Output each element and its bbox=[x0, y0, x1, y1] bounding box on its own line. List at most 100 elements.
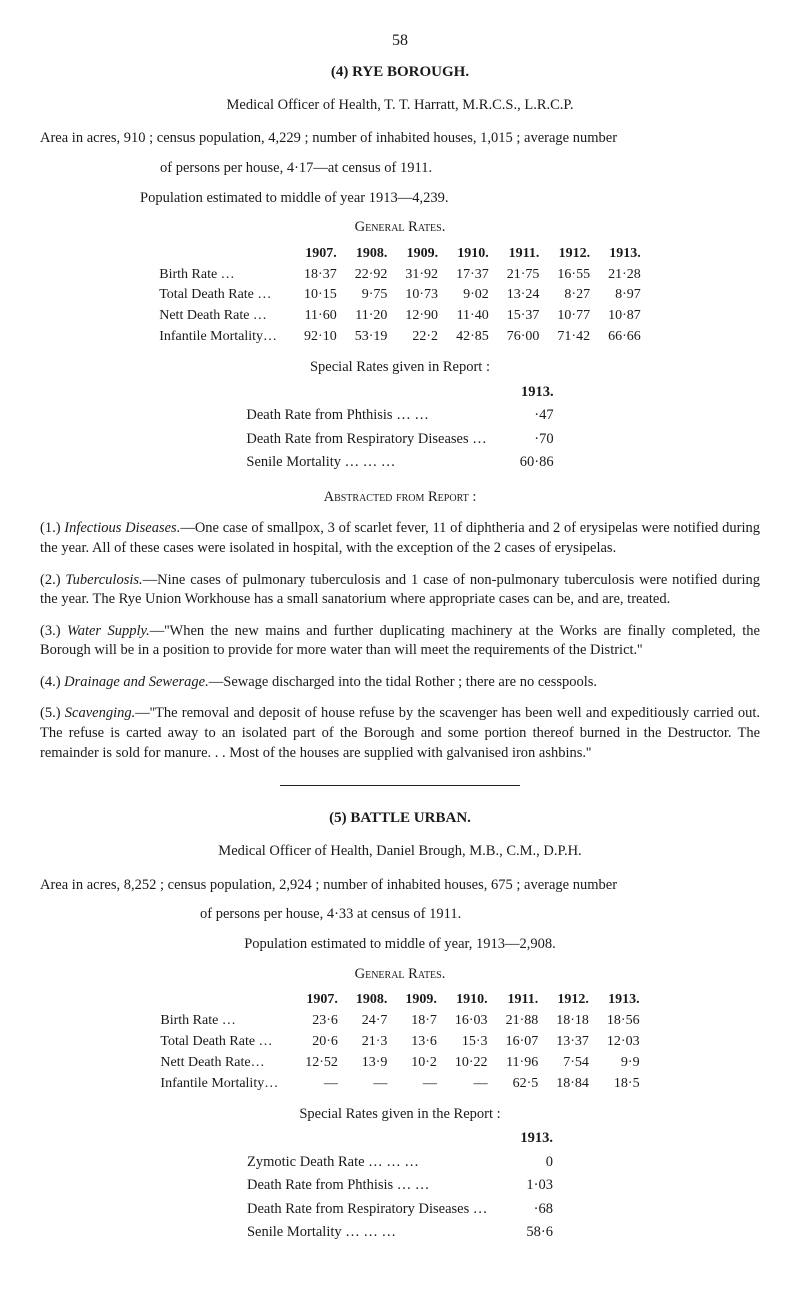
para-body: —''The removal and deposit of house refu… bbox=[40, 705, 760, 760]
cell: 18·5 bbox=[598, 1074, 649, 1095]
special-year: 1913. bbox=[490, 1128, 554, 1150]
year-col: 1910. bbox=[446, 990, 497, 1011]
cell: ·47 bbox=[490, 405, 555, 427]
cell: 66·66 bbox=[599, 327, 650, 348]
battle-rates-header: 1907. 1908. 1909. 1910. 1911. 1912. 1913… bbox=[151, 990, 648, 1011]
cell: ·70 bbox=[490, 429, 555, 451]
cell: 18·7 bbox=[396, 1011, 446, 1032]
cell: 9·75 bbox=[346, 285, 397, 306]
cell: 8·27 bbox=[548, 285, 599, 306]
cell: 18·18 bbox=[547, 1011, 598, 1032]
row-label: Total Death Rate … bbox=[150, 285, 295, 306]
cell: 18·84 bbox=[547, 1074, 598, 1095]
cell: 12·90 bbox=[396, 306, 447, 327]
year-col: 1910. bbox=[447, 244, 498, 265]
rye-special-title: Special Rates given in Report : bbox=[190, 358, 610, 378]
table-row: Zymotic Death Rate … … …0 bbox=[246, 1152, 554, 1174]
para-num: (1.) bbox=[40, 519, 61, 539]
cell: 13·24 bbox=[498, 285, 549, 306]
row-label: Senile Mortality … … … bbox=[246, 1222, 488, 1244]
cell: 10·77 bbox=[548, 306, 599, 327]
cell: 10·22 bbox=[446, 1053, 497, 1074]
cell: 16·07 bbox=[497, 1032, 548, 1053]
year-col: 1912. bbox=[548, 244, 599, 265]
rye-intro-1: Area in acres, 910 ; census population, … bbox=[40, 129, 760, 149]
table-row: Death Rate from Respiratory Diseases …·7… bbox=[245, 429, 554, 451]
cell: ·68 bbox=[490, 1199, 554, 1221]
battle-title: (5) BATTLE URBAN. bbox=[40, 808, 760, 828]
table-row: Death Rate from Respiratory Diseases …·6… bbox=[246, 1199, 554, 1221]
cell: 15·37 bbox=[498, 306, 549, 327]
battle-special-table: 1913. Zymotic Death Rate … … …0 Death Ra… bbox=[244, 1126, 556, 1246]
cell: — bbox=[446, 1074, 497, 1095]
para-1: (1.) Infectious Diseases.—One case of sm… bbox=[40, 519, 760, 558]
cell: 13·6 bbox=[396, 1032, 446, 1053]
table-row: Nett Death Rate…12·5213·910·210·2211·967… bbox=[151, 1053, 648, 1074]
cell: 18·37 bbox=[295, 265, 346, 286]
para-term: Tuberculosis. bbox=[65, 572, 142, 588]
para-num: (2.) bbox=[40, 571, 61, 591]
cell: 18·56 bbox=[598, 1011, 649, 1032]
year-col: 1913. bbox=[599, 244, 650, 265]
year-col: 1908. bbox=[346, 244, 397, 265]
row-label: Birth Rate … bbox=[151, 1011, 296, 1032]
row-label: Death Rate from Respiratory Diseases … bbox=[246, 1199, 488, 1221]
special-year: 1913. bbox=[490, 382, 555, 404]
row-label: Infantile Mortality… bbox=[151, 1074, 296, 1095]
row-label: Total Death Rate … bbox=[151, 1032, 296, 1053]
cell: 0 bbox=[490, 1152, 554, 1174]
rye-rates-table: 1907. 1908. 1909. 1910. 1911. 1912. 1913… bbox=[150, 244, 650, 348]
year-col: 1912. bbox=[547, 990, 598, 1011]
row-label: Senile Mortality … … … bbox=[245, 452, 487, 474]
para-term: Infectious Diseases. bbox=[64, 520, 180, 536]
row-label: Zymotic Death Rate … … … bbox=[246, 1152, 488, 1174]
cell: 22·92 bbox=[346, 265, 397, 286]
cell: 21·88 bbox=[497, 1011, 548, 1032]
row-label: Infantile Mortality… bbox=[150, 327, 295, 348]
table-row: Total Death Rate …20·621·313·615·316·071… bbox=[151, 1032, 648, 1053]
para-body: —Nine cases of pulmonary tuberculosis an… bbox=[40, 572, 760, 608]
cell: 23·6 bbox=[296, 1011, 347, 1032]
battle-intro-1: Area in acres, 8,252 ; census population… bbox=[40, 876, 760, 896]
para-term: Drainage and Sewerage. bbox=[64, 674, 209, 690]
cell: 53·19 bbox=[346, 327, 397, 348]
year-col: 1909. bbox=[396, 244, 447, 265]
cell: 10·15 bbox=[295, 285, 346, 306]
rye-officer: Medical Officer of Health, T. T. Harratt… bbox=[40, 96, 760, 116]
para-num: (3.) bbox=[40, 622, 61, 642]
row-label: Death Rate from Phthisis … … bbox=[246, 1175, 488, 1197]
table-row: Birth Rate …23·624·718·716·0321·8818·181… bbox=[151, 1011, 648, 1032]
cell: 16·55 bbox=[548, 265, 599, 286]
cell: 21·28 bbox=[599, 265, 650, 286]
cell: 20·6 bbox=[296, 1032, 347, 1053]
table-row: Death Rate from Phthisis … …1·03 bbox=[246, 1175, 554, 1197]
cell: 92·10 bbox=[295, 327, 346, 348]
divider bbox=[280, 785, 520, 786]
rye-intro-2: of persons per house, 4·17—at census of … bbox=[40, 159, 760, 179]
cell: 8·97 bbox=[599, 285, 650, 306]
year-col: 1908. bbox=[347, 990, 397, 1011]
year-col: 1911. bbox=[497, 990, 548, 1011]
para-num: (4.) bbox=[40, 673, 61, 693]
page-number: 58 bbox=[40, 30, 760, 52]
abstracted-heading: Abstracted from Report : bbox=[40, 488, 760, 508]
para-num: (5.) bbox=[40, 704, 61, 724]
table-row: Senile Mortality … … …58·6 bbox=[246, 1222, 554, 1244]
table-row: Death Rate from Phthisis … …·47 bbox=[245, 405, 554, 427]
cell: 31·92 bbox=[396, 265, 447, 286]
battle-special-title: Special Rates given in the Report : bbox=[190, 1105, 610, 1125]
cell: 16·03 bbox=[446, 1011, 497, 1032]
cell: 13·9 bbox=[347, 1053, 397, 1074]
rye-rates-header: 1907. 1908. 1909. 1910. 1911. 1912. 1913… bbox=[150, 244, 650, 265]
cell: 58·6 bbox=[490, 1222, 554, 1244]
cell: — bbox=[396, 1074, 446, 1095]
cell: 24·7 bbox=[347, 1011, 397, 1032]
page: 58 (4) RYE BOROUGH. Medical Officer of H… bbox=[0, 0, 800, 1296]
cell: — bbox=[347, 1074, 397, 1095]
cell: 12·03 bbox=[598, 1032, 649, 1053]
para-term: Water Supply. bbox=[67, 623, 150, 639]
battle-general-rates-title: General Rates. bbox=[40, 965, 760, 985]
para-3: (3.) Water Supply.—''When the new mains … bbox=[40, 622, 760, 661]
para-term: Scavenging. bbox=[65, 705, 135, 721]
battle-rates-table: 1907. 1908. 1909. 1910. 1911. 1912. 1913… bbox=[151, 990, 648, 1094]
